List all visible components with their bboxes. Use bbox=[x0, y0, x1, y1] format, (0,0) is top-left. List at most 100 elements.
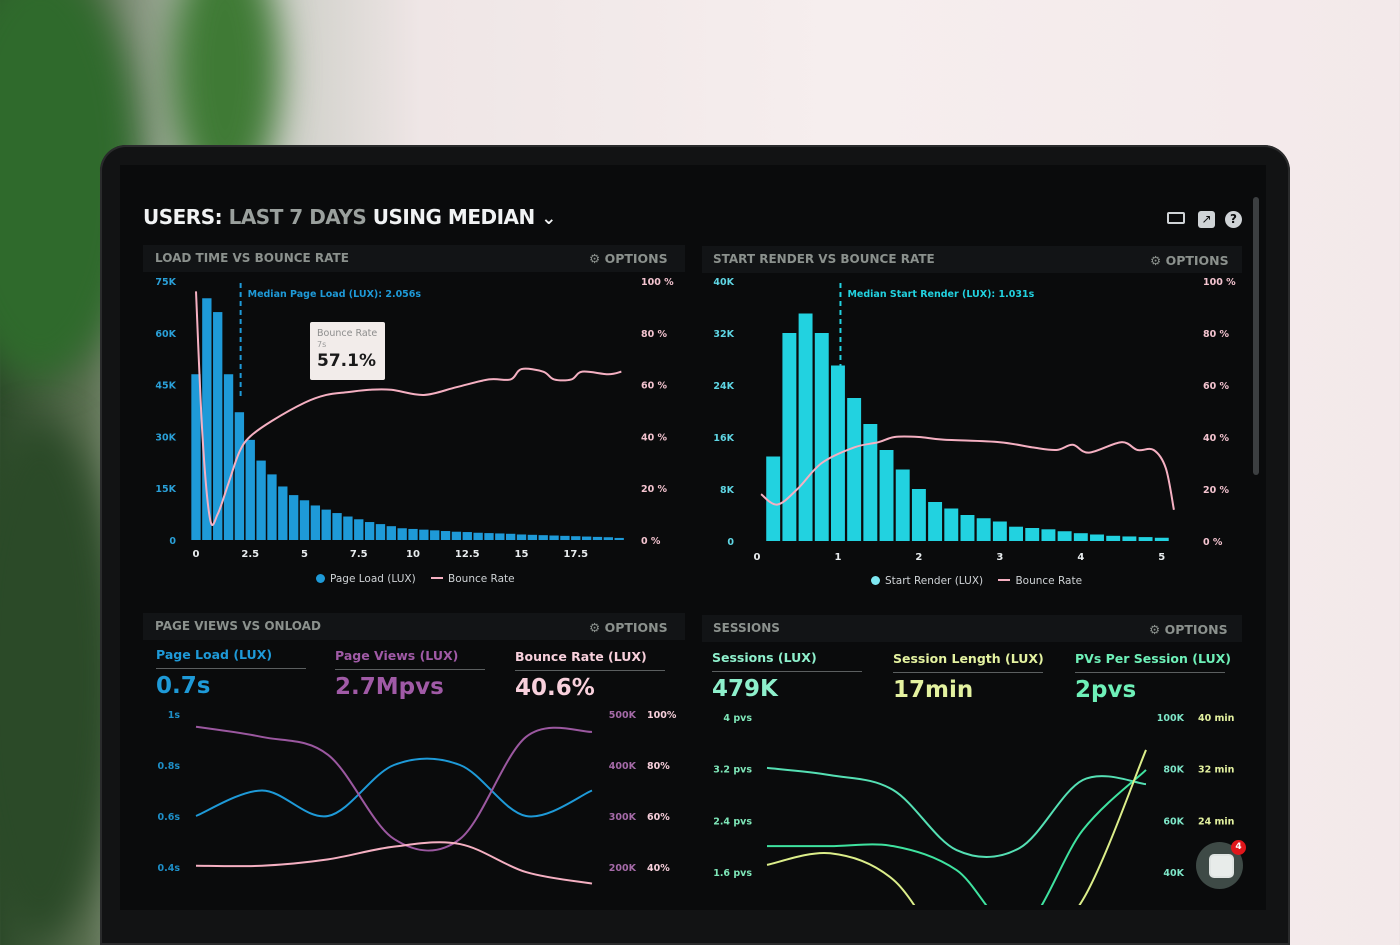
y-tick-label: 60K bbox=[155, 329, 176, 340]
histogram-bar[interactable] bbox=[527, 534, 538, 540]
histogram-bar[interactable] bbox=[992, 521, 1007, 542]
histogram-bar[interactable] bbox=[928, 502, 943, 541]
histogram-bar[interactable] bbox=[213, 312, 223, 540]
histogram-bar[interactable] bbox=[191, 374, 201, 540]
histogram-bar[interactable] bbox=[462, 532, 472, 540]
options-button[interactable]: ⚙ OPTIONS bbox=[1150, 253, 1229, 268]
metric-page-views: Page Views (LUX) 2.7Mpvs bbox=[335, 648, 485, 700]
monitor-icon[interactable] bbox=[1167, 212, 1185, 224]
histogram-bar[interactable] bbox=[256, 460, 266, 540]
metric-value: 40.6% bbox=[515, 675, 595, 701]
legend-item-bounce-rate[interactable]: Bounce Rate bbox=[998, 575, 1082, 587]
options-button[interactable]: ⚙ OPTIONS bbox=[1149, 622, 1228, 637]
legend-item-page-load[interactable]: Page Load (LUX) bbox=[316, 573, 416, 585]
histogram-bar[interactable] bbox=[782, 333, 797, 541]
histogram-bar[interactable] bbox=[245, 439, 255, 540]
histogram-bar[interactable] bbox=[571, 536, 581, 540]
histogram-bar[interactable] bbox=[354, 519, 364, 540]
histogram-bar[interactable] bbox=[202, 298, 212, 540]
legend-item-start-render[interactable]: Start Render (LUX) bbox=[871, 575, 983, 587]
histogram-bar[interactable] bbox=[1057, 531, 1072, 541]
histogram-bar[interactable] bbox=[560, 535, 570, 540]
histogram-bar[interactable] bbox=[879, 450, 894, 541]
panel-header bbox=[702, 615, 1242, 642]
options-button[interactable]: ⚙ OPTIONS bbox=[589, 251, 668, 266]
metric-label: PVs Per Session (LUX) bbox=[1075, 651, 1231, 673]
histogram-bar[interactable] bbox=[603, 537, 613, 540]
panel-header bbox=[702, 246, 1242, 273]
y-right-tick-label: 60 % bbox=[641, 381, 668, 392]
histogram-bar[interactable] bbox=[506, 533, 516, 540]
histogram-bar[interactable] bbox=[332, 513, 342, 540]
histogram-bar[interactable] bbox=[440, 531, 451, 540]
help-icon[interactable]: ? bbox=[1225, 211, 1242, 228]
histogram-bar[interactable] bbox=[234, 412, 245, 540]
histogram-bar[interactable] bbox=[386, 526, 396, 540]
histogram-bar[interactable] bbox=[451, 531, 462, 540]
histogram-bar[interactable] bbox=[814, 333, 829, 541]
gear-icon: ⚙ bbox=[1150, 253, 1166, 268]
histogram-bar[interactable] bbox=[592, 536, 603, 540]
metric-value: 479K bbox=[712, 676, 778, 702]
x-tick-label: 3 bbox=[996, 552, 1003, 563]
histogram-bar[interactable] bbox=[1073, 533, 1088, 541]
histogram-bar[interactable] bbox=[847, 398, 862, 541]
histogram-bar[interactable] bbox=[397, 528, 407, 540]
histogram-bar[interactable] bbox=[267, 474, 277, 540]
histogram-bar[interactable] bbox=[1009, 526, 1024, 541]
histogram-bar[interactable] bbox=[1138, 537, 1153, 541]
histogram-bar[interactable] bbox=[430, 530, 440, 540]
histogram-bar[interactable] bbox=[278, 486, 288, 540]
histogram-bar[interactable] bbox=[1041, 529, 1056, 541]
options-button[interactable]: ⚙ OPTIONS bbox=[589, 620, 668, 635]
share-icon[interactable]: ↗ bbox=[1198, 211, 1215, 228]
histogram-bar[interactable] bbox=[223, 374, 234, 540]
histogram-bar[interactable] bbox=[1025, 528, 1040, 541]
histogram-bar[interactable] bbox=[375, 524, 386, 540]
histogram-bar[interactable] bbox=[581, 536, 592, 540]
histogram-bar[interactable] bbox=[1090, 534, 1104, 542]
histogram-bar[interactable] bbox=[484, 533, 494, 540]
histogram-bar[interactable] bbox=[364, 522, 375, 540]
histogram-bar[interactable] bbox=[495, 533, 505, 540]
histogram-bar[interactable] bbox=[944, 508, 959, 542]
histogram-bar[interactable] bbox=[863, 424, 878, 541]
y-right-tick-label: 300K bbox=[609, 812, 637, 823]
metric-value: 2pvs bbox=[1075, 677, 1137, 703]
metric-label: Page Views (LUX) bbox=[335, 648, 485, 670]
histogram-bar[interactable] bbox=[516, 534, 527, 540]
legend-item-bounce-rate[interactable]: Bounce Rate bbox=[431, 573, 515, 585]
histogram-bar[interactable] bbox=[976, 518, 991, 541]
scrollbar[interactable] bbox=[1253, 197, 1259, 475]
options-label: OPTIONS bbox=[604, 620, 668, 635]
histogram-bar[interactable] bbox=[408, 528, 418, 540]
page-title[interactable]: USERS: LAST 7 DAYS USING MEDIAN ⌄ bbox=[143, 205, 556, 229]
histogram-bar[interactable] bbox=[321, 509, 331, 540]
x-tick-label: 17.5 bbox=[563, 549, 588, 560]
y-tick-label: 0 bbox=[169, 536, 176, 547]
histogram-bar[interactable] bbox=[343, 516, 353, 540]
histogram-bar[interactable] bbox=[614, 537, 624, 540]
histogram-bar[interactable] bbox=[538, 535, 548, 540]
histogram-bar[interactable] bbox=[288, 495, 299, 540]
histogram-bar[interactable] bbox=[419, 529, 429, 540]
histogram-bar[interactable] bbox=[1106, 535, 1121, 541]
histogram-bar[interactable] bbox=[1122, 536, 1137, 541]
x-tick-label: 5 bbox=[301, 549, 308, 560]
panel-header bbox=[143, 245, 685, 272]
histogram-bar[interactable] bbox=[895, 469, 910, 542]
x-tick-label: 0 bbox=[754, 552, 761, 563]
histogram-bar[interactable] bbox=[473, 532, 483, 540]
series-line bbox=[766, 766, 1147, 858]
chevron-down-icon[interactable]: ⌄ bbox=[541, 208, 556, 229]
gear-icon: ⚙ bbox=[1149, 622, 1165, 637]
histogram-bar[interactable] bbox=[1154, 537, 1169, 541]
histogram-bar[interactable] bbox=[798, 313, 813, 542]
histogram-bar[interactable] bbox=[911, 489, 926, 541]
histogram-bar[interactable] bbox=[310, 505, 321, 540]
histogram-bar[interactable] bbox=[299, 500, 310, 540]
histogram-bar[interactable] bbox=[960, 515, 975, 541]
histogram-bar[interactable] bbox=[766, 456, 781, 542]
histogram-bar[interactable] bbox=[549, 535, 559, 540]
y-right2-tick-label: 40 min bbox=[1198, 713, 1235, 724]
